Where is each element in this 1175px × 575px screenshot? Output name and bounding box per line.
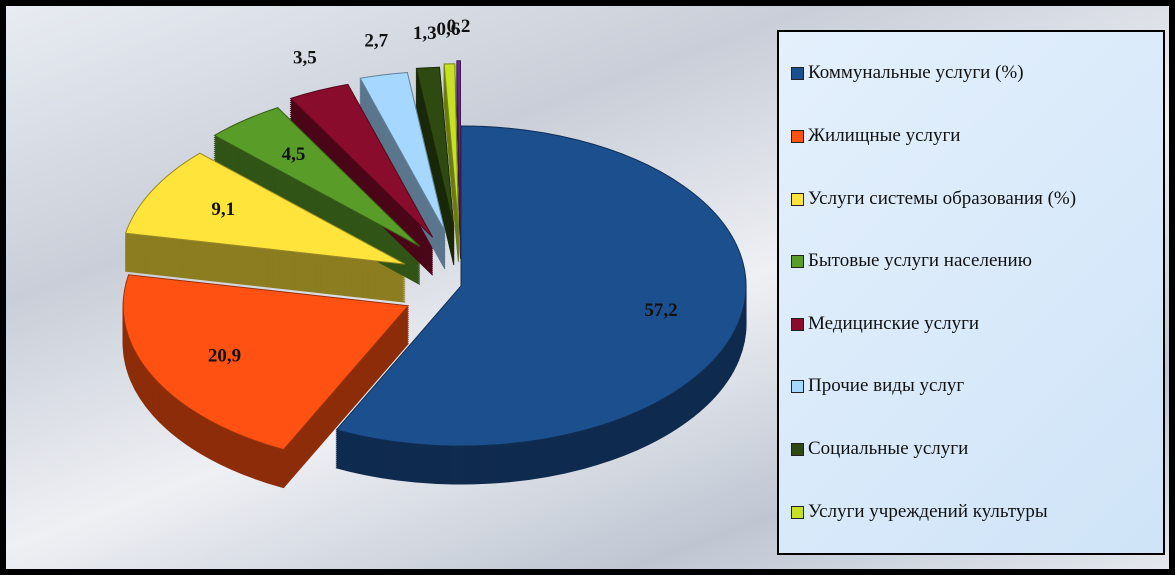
legend-item: Социальные услуги bbox=[791, 438, 1151, 460]
data-label: 0,6 bbox=[436, 19, 460, 40]
legend-label: Жилищные услуги bbox=[808, 124, 961, 146]
legend-swatch bbox=[791, 255, 804, 269]
legend-label: Социальные услуги bbox=[808, 438, 969, 460]
legend-swatch bbox=[791, 317, 804, 331]
legend-label: Бытовые услуги населению bbox=[808, 250, 1032, 272]
legend-swatch bbox=[791, 129, 804, 143]
slice bbox=[213, 107, 421, 247]
slice bbox=[443, 63, 459, 224]
legend-item: Бытовые услуги населению bbox=[791, 250, 1151, 272]
legend-label: Коммунальные услуги (%) bbox=[808, 62, 1024, 84]
slice bbox=[289, 83, 434, 238]
legend-swatch bbox=[791, 380, 804, 394]
legend-item: Услуги учреждений культуры bbox=[791, 501, 1151, 523]
legend-label: Медицинские услуги bbox=[808, 312, 980, 334]
legend-swatch bbox=[791, 505, 804, 519]
legend-label: Услуги системы образования (%) bbox=[808, 187, 1077, 209]
legend-item: Жилищные услуги bbox=[791, 125, 1151, 147]
slice bbox=[456, 60, 461, 221]
legend-swatch bbox=[791, 67, 804, 81]
legend-swatch bbox=[791, 443, 804, 457]
data-label: 0,2 bbox=[447, 16, 471, 37]
pie-area: 57,2 20,9 9,1 4,5 3,5 2,7 1,3 0,60,2 bbox=[122, 16, 747, 489]
legend-item: Коммунальные услуги (%) bbox=[791, 62, 1151, 84]
legend-label: Прочие виды услуг bbox=[808, 375, 965, 397]
data-label: 57,2 bbox=[644, 300, 677, 321]
data-label: 20,9 bbox=[208, 345, 241, 366]
slice bbox=[415, 66, 455, 228]
data-label: 2,7 bbox=[364, 30, 388, 51]
data-label: 4,5 bbox=[282, 144, 306, 165]
data-label: 1,3 bbox=[413, 23, 437, 44]
data-label: 9,1 bbox=[211, 199, 235, 220]
slice bbox=[359, 71, 446, 232]
legend-swatch bbox=[791, 192, 804, 206]
data-label: 3,5 bbox=[293, 47, 317, 68]
slice bbox=[122, 274, 410, 451]
slice bbox=[124, 152, 406, 265]
legend-item: Услуги системы образования (%) bbox=[791, 188, 1151, 210]
legend-item: Прочие виды услуг bbox=[791, 375, 1151, 397]
legend-label: Услуги учреждений культуры bbox=[808, 500, 1048, 522]
legend-item: Медицинские услуги bbox=[791, 313, 1151, 335]
slice bbox=[335, 125, 747, 447]
legend: Коммунальные услуги (%) Жилищные услуги Ус… bbox=[777, 30, 1165, 555]
